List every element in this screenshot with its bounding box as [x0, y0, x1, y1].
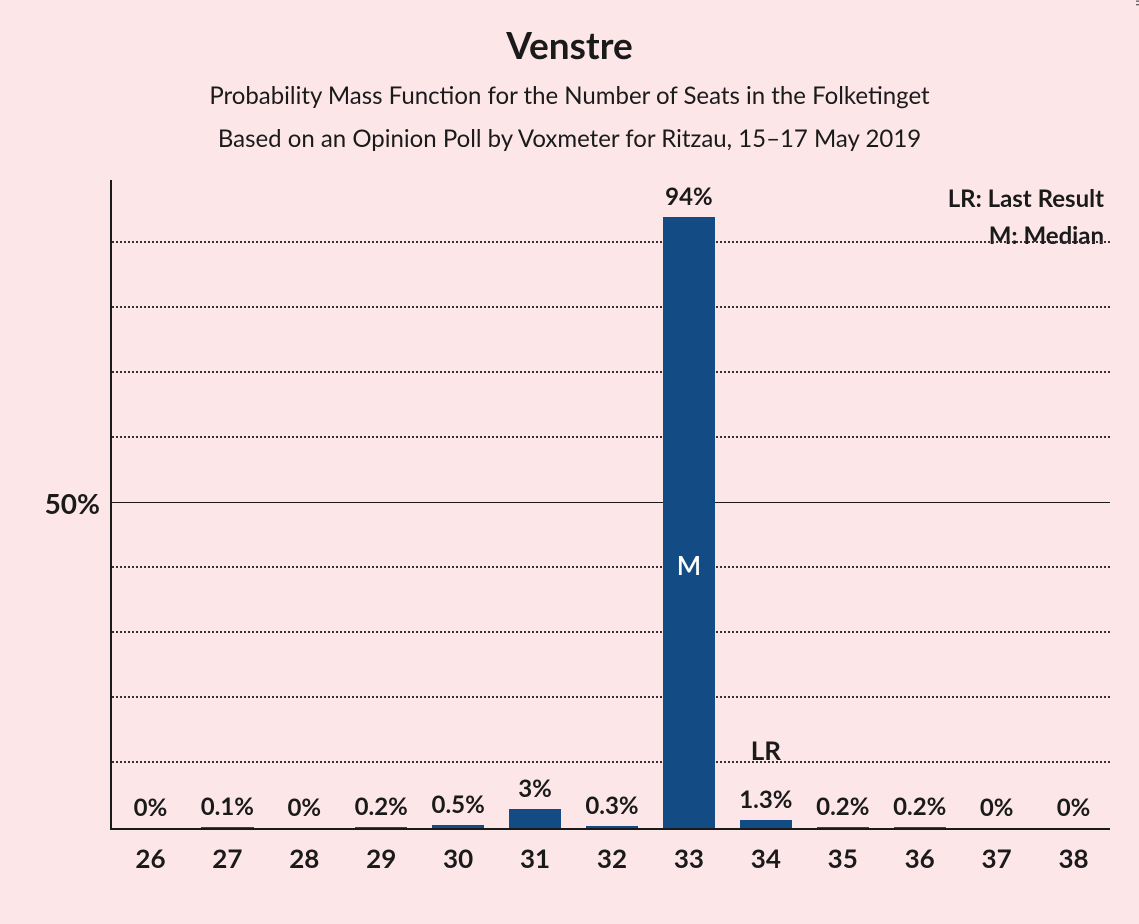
gridline-minor [112, 371, 1110, 373]
plot-area: LR: Last Result M: Median 50%0%260.1%270… [110, 180, 1110, 830]
x-tick-label: 28 [289, 828, 319, 874]
bar-value-label: 0% [1057, 793, 1091, 822]
last-result-marker: LR [751, 734, 781, 766]
x-tick-label: 27 [212, 828, 242, 874]
legend-lr: LR: Last Result [948, 184, 1104, 213]
chart-subtitle-1: Probability Mass Function for the Number… [0, 81, 1139, 110]
bar-value-label: 0.5% [432, 790, 485, 819]
x-tick-label: 31 [520, 828, 550, 874]
x-tick-label: 36 [905, 828, 935, 874]
bar-value-label: 0% [288, 793, 322, 822]
bar-value-label: 0.1% [201, 792, 254, 821]
bar-value-label: 3% [518, 774, 552, 803]
x-tick-label: 32 [597, 828, 627, 874]
legend-m: M: Median [948, 221, 1104, 250]
x-tick-label: 37 [982, 828, 1012, 874]
bar-value-label: 0% [980, 793, 1014, 822]
chart-title: Venstre [0, 0, 1139, 67]
bar-value-label: 0.2% [893, 792, 946, 821]
gridline-major [112, 502, 1110, 503]
gridline-minor [112, 631, 1110, 633]
x-tick-label: 35 [828, 828, 858, 874]
x-tick-label: 33 [674, 828, 704, 874]
x-tick-label: 26 [135, 828, 165, 874]
bar [509, 809, 561, 829]
bar: M [663, 217, 715, 828]
bar-value-label: 0% [134, 793, 168, 822]
bar-value-label: 94% [665, 182, 713, 211]
chart-subtitle-2: Based on an Opinion Poll by Voxmeter for… [0, 124, 1139, 153]
x-tick-label: 34 [751, 828, 781, 874]
chart-plot: LR: Last Result M: Median 50%0%260.1%270… [110, 180, 1110, 830]
bar-value-label: 0.2% [816, 792, 869, 821]
gridline-minor [112, 761, 1110, 763]
copyright: © 2019 Filip van Laenen [1133, 0, 1139, 6]
gridline-minor [112, 241, 1110, 243]
gridline-minor [112, 436, 1110, 438]
gridline-minor [112, 696, 1110, 698]
x-tick-label: 29 [366, 828, 396, 874]
bar-value-label: 0.3% [585, 791, 638, 820]
gridline-minor [112, 566, 1110, 568]
gridline-minor [112, 306, 1110, 308]
bar-value-label: 0.2% [355, 792, 408, 821]
x-tick-label: 30 [443, 828, 473, 874]
bar [740, 820, 792, 828]
bar-value-label: 1.3% [739, 785, 792, 814]
x-tick-label: 38 [1058, 828, 1088, 874]
median-marker: M [677, 549, 701, 581]
y-tick-label: 50% [45, 486, 112, 520]
